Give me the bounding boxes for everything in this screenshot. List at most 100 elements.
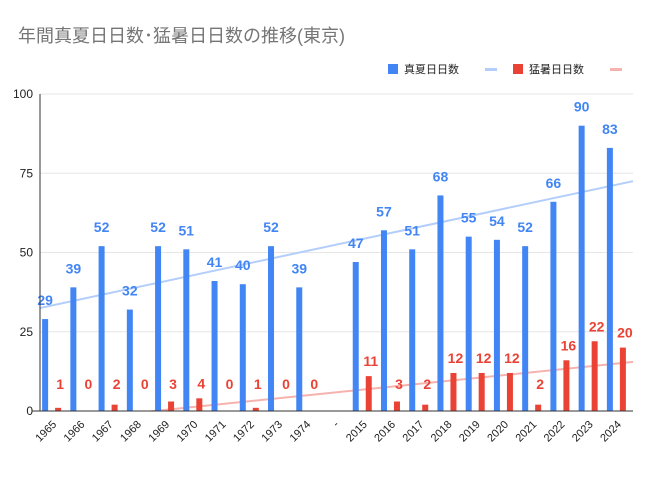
bar [393, 401, 400, 411]
trendlines [40, 180, 634, 411]
x-tick-label: 1974 [288, 419, 314, 445]
data-label: 1 [254, 376, 262, 392]
y-tick-label: 25 [20, 325, 34, 339]
data-label: 52 [263, 219, 279, 235]
data-label: 51 [404, 222, 420, 238]
x-tick-label: 1969 [146, 419, 172, 445]
data-label: 20 [617, 325, 633, 341]
bar [268, 246, 275, 411]
data-label: 0 [310, 376, 318, 392]
data-label: 83 [602, 121, 618, 137]
bar [126, 309, 133, 411]
x-tick-label: 1970 [175, 419, 201, 445]
data-label: 3 [395, 376, 403, 392]
data-label: 51 [179, 222, 195, 238]
x-tick-label: 1973 [259, 419, 285, 445]
x-tick-label: 2022 [542, 419, 568, 445]
chart-title: 年間真夏日日数･猛暑日日数の推移(東京) [18, 26, 345, 46]
data-label: 3 [169, 376, 177, 392]
bar [422, 404, 429, 411]
data-label: 22 [589, 318, 605, 334]
data-label: 68 [433, 168, 449, 184]
y-tick-label: 50 [20, 246, 34, 260]
x-tick-label: 2023 [570, 419, 596, 445]
bar [619, 347, 626, 411]
bar [437, 195, 444, 411]
data-label: 47 [348, 235, 364, 251]
data-label: 2 [113, 376, 121, 392]
data-label: 52 [150, 219, 166, 235]
bar [606, 147, 613, 411]
bar [211, 281, 218, 411]
data-label: 1 [56, 376, 64, 392]
data-label: 0 [141, 376, 149, 392]
data-label: 57 [376, 203, 392, 219]
data-label: 4 [197, 375, 205, 391]
bar [352, 262, 359, 411]
bar [296, 287, 303, 411]
legend-swatch [388, 64, 398, 74]
data-labels: 29 1 39 0 52 2 32 0 52 3 51 4 41 0 40 1 52 0 39 0 47 11 57 3 51 2… [37, 99, 633, 392]
data-label: 52 [94, 219, 110, 235]
bar [168, 401, 175, 411]
bar [506, 372, 513, 411]
data-label: 32 [122, 283, 138, 299]
x-tick-label: 2018 [429, 419, 455, 445]
bar [42, 319, 49, 411]
bar [252, 407, 259, 411]
bar [409, 249, 416, 411]
x-tick-label: 1965 [33, 419, 59, 445]
y-tick-label: 0 [26, 404, 33, 418]
x-tick-label: 2017 [401, 419, 427, 445]
bar [478, 372, 485, 411]
data-label: 12 [476, 350, 492, 366]
data-label: 41 [207, 254, 223, 270]
bar [183, 249, 190, 411]
data-label: 2 [423, 376, 431, 392]
bar [380, 230, 387, 411]
x-tick-label: 1966 [62, 419, 88, 445]
x-tick-label: 2015 [344, 419, 370, 445]
data-label: 52 [517, 219, 533, 235]
data-label: 90 [574, 99, 590, 115]
data-label: 11 [363, 353, 378, 369]
bar [55, 407, 62, 411]
data-label: 0 [282, 376, 290, 392]
data-label: 29 [37, 292, 53, 308]
bar [155, 246, 162, 411]
bar [111, 404, 118, 411]
x-tick-label: 1972 [231, 419, 257, 445]
bar [196, 398, 203, 411]
x-tick-label: 2016 [372, 419, 398, 445]
bar [550, 201, 557, 411]
data-label: 12 [448, 350, 464, 366]
bar [522, 246, 529, 411]
x-tick-label: 1968 [118, 419, 144, 445]
legend-label: 真夏日日数 [404, 62, 459, 76]
data-label: 12 [504, 350, 520, 366]
legend-trend-swatch [610, 68, 622, 71]
data-label: 54 [489, 213, 505, 229]
x-tick-label: 2019 [457, 419, 483, 445]
legend: 真夏日日数 猛暑日日数 [388, 62, 622, 76]
bar [450, 372, 457, 411]
x-tick-label: 1967 [90, 419, 116, 445]
bars [42, 125, 626, 411]
data-label: 0 [226, 376, 234, 392]
x-tick-label: 2024 [598, 419, 624, 445]
data-label: 2 [536, 376, 544, 392]
trendline [40, 180, 634, 309]
bar [591, 341, 598, 411]
bar [365, 376, 372, 411]
data-label: 39 [66, 260, 82, 276]
data-label: 0 [84, 376, 92, 392]
x-tick-label: 1971 [203, 419, 229, 445]
y-tick-label: 75 [20, 166, 34, 180]
bar [578, 125, 585, 411]
x-tick-label: 2020 [485, 419, 511, 445]
data-label: 16 [561, 337, 577, 353]
bar [563, 360, 570, 411]
trendline [144, 360, 634, 411]
x-tick-label: - [331, 418, 342, 429]
